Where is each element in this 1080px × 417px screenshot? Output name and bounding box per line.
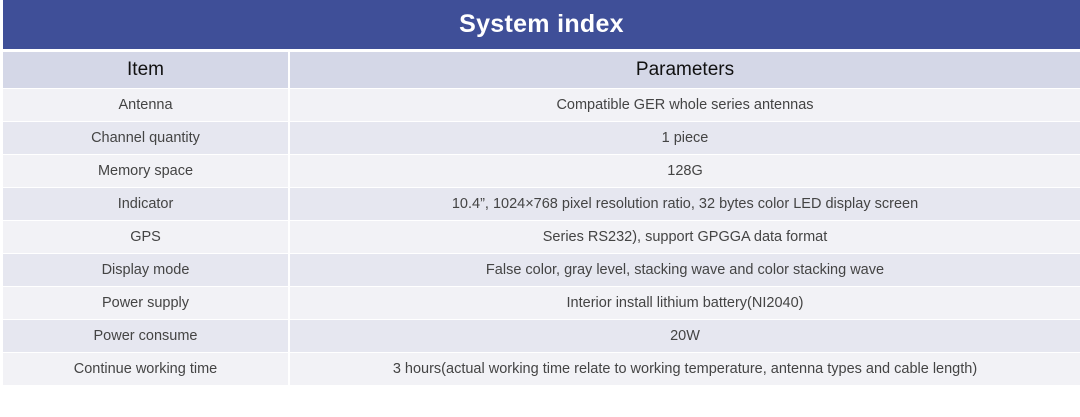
row-parameter-value: Compatible GER whole series antennas bbox=[288, 89, 1080, 121]
table-row: Indicator 10.4”, 1024×768 pixel resoluti… bbox=[3, 188, 1080, 220]
table-title: System index bbox=[3, 0, 1080, 49]
table-row: GPS Series RS232), support GPGGA data fo… bbox=[3, 221, 1080, 253]
row-item-label: Channel quantity bbox=[91, 130, 200, 146]
row-parameter-value: Interior install lithium battery(NI2040) bbox=[288, 287, 1080, 319]
row-item-label: GPS bbox=[130, 229, 161, 245]
table-row: Antenna Compatible GER whole series ante… bbox=[3, 89, 1080, 121]
row-parameter-value: 1 piece bbox=[288, 122, 1080, 154]
row-parameter-value: 10.4”, 1024×768 pixel resolution ratio, … bbox=[288, 188, 1080, 220]
row-item-label: Indicator bbox=[117, 196, 174, 212]
row-parameter-value: Series RS232), support GPGGA data format bbox=[288, 221, 1080, 253]
table-header-row: Item Parameters bbox=[3, 52, 1080, 88]
header-parameters: Parameters bbox=[288, 52, 1080, 88]
table-row: Continue working time 3 hours(actual wor… bbox=[3, 353, 1080, 385]
row-item-label: Power consume bbox=[93, 328, 198, 344]
system-index-table: System index Item Parameters Antenna Com… bbox=[3, 0, 1080, 385]
row-item-label: Continue working time bbox=[73, 361, 218, 377]
table-row: Power supply Interior install lithium ba… bbox=[3, 287, 1080, 319]
row-parameter-value: 20W bbox=[288, 320, 1080, 352]
row-item-label: Display mode bbox=[101, 262, 190, 278]
row-parameter-value: 3 hours(actual working time relate to wo… bbox=[288, 353, 1080, 385]
row-item-label: Antenna bbox=[118, 97, 173, 113]
row-parameter-value: 128G bbox=[288, 155, 1080, 187]
table-row: Display mode False color, gray level, st… bbox=[3, 254, 1080, 286]
row-item-label: Memory space bbox=[97, 163, 194, 179]
row-parameter-value: False color, gray level, stacking wave a… bbox=[288, 254, 1080, 286]
table-row: Power consume 20W bbox=[3, 320, 1080, 352]
row-item-label: Power supply bbox=[101, 295, 190, 311]
header-item: Item bbox=[3, 52, 288, 88]
table-row: Channel quantity 1 piece bbox=[3, 122, 1080, 154]
table-row: Memory space 128G bbox=[3, 155, 1080, 187]
